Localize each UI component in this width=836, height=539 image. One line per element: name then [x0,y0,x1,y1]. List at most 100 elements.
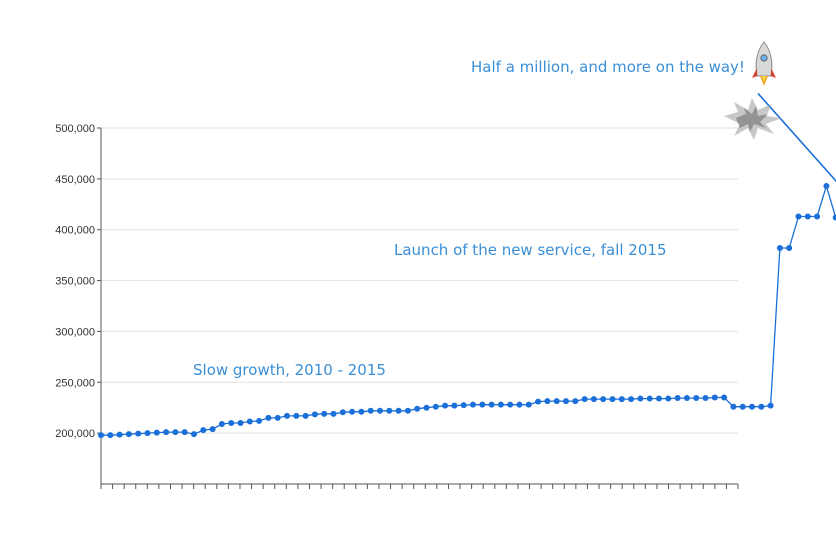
data-point [349,408,356,415]
data-point [386,407,393,414]
data-point [321,410,328,417]
data-point [163,429,170,436]
data-point [460,402,467,409]
gridlines [101,127,738,434]
data-point [470,401,476,408]
data-point [618,396,625,403]
data-point [209,426,216,433]
y-tick-label: 450,000 [55,174,95,186]
y-tick-label: 300,000 [55,326,95,338]
data-point [228,419,235,426]
data-point [330,410,337,417]
y-tick-label: 200,000 [55,428,95,440]
data-point [311,411,318,418]
data-point [646,395,653,402]
y-tick-label: 500,000 [55,123,95,135]
data-point [758,403,765,410]
data-point [293,412,300,419]
data-point [656,395,662,402]
data-point [776,245,783,252]
data-point [600,396,607,403]
data-point [553,398,560,405]
data-point [590,396,597,403]
series-extension [757,92,836,183]
data-point [674,395,681,402]
data-point [479,401,486,408]
data-point [749,403,755,410]
data-point [358,408,365,415]
data-point [284,412,290,419]
data-point [507,401,514,408]
y-axis-tick-labels: 200,000 250,000 300,000 350,000 400,000 450,0… [55,123,101,440]
data-point [739,403,746,410]
annotation-half-million: Half a million, and more on the way! [471,58,745,76]
data-point [218,420,225,427]
data-point [609,396,616,403]
data-point [125,431,132,438]
data-point [98,432,104,439]
data-point [814,213,821,220]
data-point [497,401,504,408]
y-tick-label: 400,000 [55,225,95,237]
data-point [721,394,728,401]
data-point [628,396,635,403]
data-point [404,407,411,414]
data-point [488,401,495,408]
data-point [683,395,690,402]
data-point [395,407,402,414]
data-point [525,401,532,408]
rocket-icon [752,41,776,86]
data-point [339,409,346,416]
data-point [181,429,188,436]
data-point [237,419,244,426]
axes [100,128,738,485]
data-point [581,396,588,403]
data-point [274,414,281,421]
data-point [256,417,263,424]
annotation-launch: Launch of the new service, fall 2015 [394,241,666,259]
data-point [572,398,579,405]
data-point [516,401,523,408]
data-point [730,403,737,410]
data-point [302,412,309,419]
data-point [544,398,551,405]
data-point [200,427,207,434]
data-point [135,430,142,437]
data-point [804,213,811,220]
data-point [795,213,802,220]
data-point [535,398,542,405]
data-point [107,432,114,439]
data-point [265,414,272,421]
data-point [702,395,709,402]
data-point [451,402,458,409]
data-point [153,429,160,436]
data-point [665,395,672,402]
y-tick-label: 350,000 [55,276,95,288]
data-point [432,403,439,410]
burst-icon [724,98,782,140]
series-line [101,92,836,436]
data-point [786,245,793,252]
data-point [414,405,421,412]
data-point [172,429,179,436]
y-tick-label: 250,000 [55,377,95,389]
data-point [116,431,123,438]
data-point [367,407,374,414]
data-point [711,394,718,401]
data-point [823,182,830,189]
data-point [144,430,151,437]
data-point [442,402,449,409]
data-point [423,404,430,411]
x-axis-ticks [100,484,739,489]
data-point [377,407,383,414]
data-point [563,398,569,405]
data-point [246,418,253,425]
data-point [693,395,700,402]
data-point [191,431,197,438]
series-markers [98,182,836,439]
data-point [832,214,836,221]
data-point [637,395,644,402]
annotation-slow-growth: Slow growth, 2010 - 2015 [193,361,386,379]
data-point [767,402,774,409]
